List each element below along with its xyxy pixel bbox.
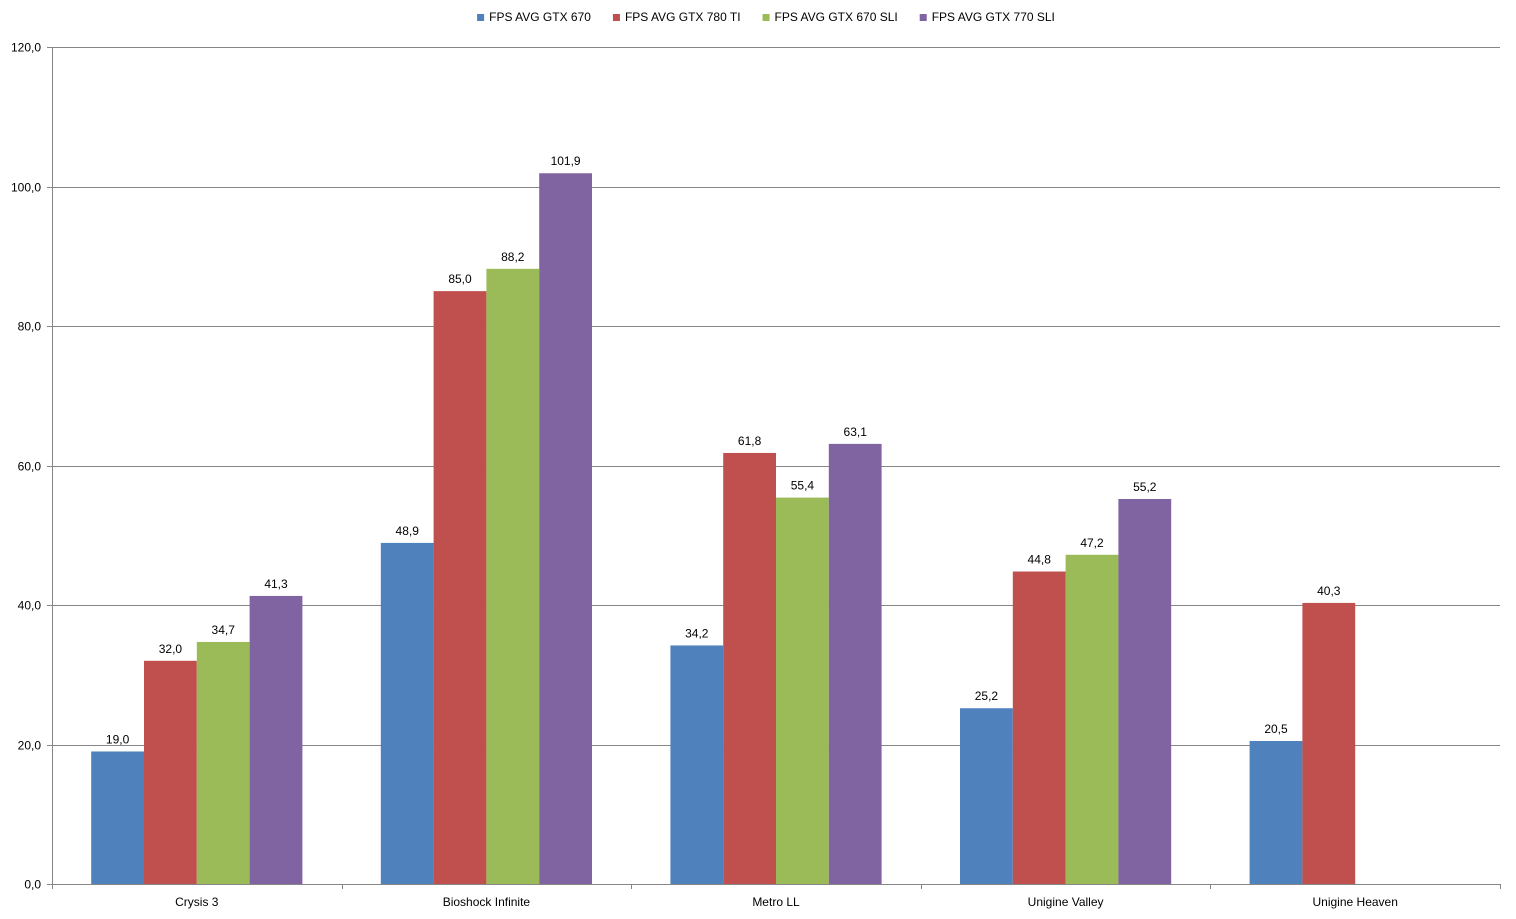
data-label: 34,7 — [212, 623, 236, 637]
x-tick-label: Metro LL — [752, 895, 800, 909]
data-label: 20,5 — [1264, 722, 1288, 736]
bar — [1118, 498, 1172, 884]
y-tick-label: 100,0 — [11, 181, 41, 195]
bar — [1302, 602, 1356, 884]
data-label: 44,8 — [1028, 553, 1052, 567]
bar — [144, 660, 197, 884]
bar — [670, 645, 724, 884]
data-label: 47,2 — [1080, 536, 1104, 550]
legend-swatch — [919, 14, 927, 21]
legend-swatch — [762, 14, 770, 21]
x-tick-label: Crysis 3 — [175, 895, 219, 909]
data-label: 55,2 — [1133, 480, 1157, 494]
bar — [539, 173, 592, 884]
bar — [486, 268, 540, 884]
data-label: 34,2 — [685, 626, 709, 640]
bar — [91, 751, 144, 884]
y-tick-label: 120,0 — [11, 41, 41, 55]
data-label: 19,0 — [106, 732, 130, 746]
bar — [776, 497, 829, 884]
y-tick-label: 20,0 — [18, 739, 42, 753]
legend-label: FPS AVG GTX 770 SLI — [932, 10, 1055, 24]
legend-label: FPS AVG GTX 670 SLI — [775, 10, 898, 24]
y-tick-label: 80,0 — [18, 320, 42, 334]
legend-entry: FPS AVG GTX 770 SLI — [919, 10, 1055, 24]
bar — [723, 452, 776, 884]
data-label: 32,0 — [159, 642, 183, 656]
y-tick-label: 60,0 — [18, 460, 42, 474]
y-tick-label: 40,0 — [18, 599, 42, 613]
data-label: 55,4 — [791, 479, 815, 493]
data-label: 25,2 — [975, 689, 999, 703]
bar — [196, 641, 250, 884]
legend-swatch — [612, 14, 620, 21]
legend-swatch — [477, 14, 485, 21]
data-label: 40,3 — [1317, 584, 1341, 598]
data-labels: 19,0 48,9 34,2 25,2 20,5 32,0 85,0 61,8 44,8 40,3… — [106, 154, 1341, 746]
bar — [960, 708, 1013, 884]
bars — [91, 173, 1356, 884]
legend: FPS AVG GTX 670 FPS AVG GTX 780 TI FPS AVG… — [477, 10, 1055, 24]
legend-label: FPS AVG GTX 670 — [489, 10, 591, 24]
data-label: 48,9 — [396, 524, 420, 538]
data-label: 88,2 — [501, 250, 525, 264]
bar — [249, 595, 303, 884]
bar — [1065, 554, 1119, 884]
x-tick-label: Bioshock Infinite — [443, 895, 531, 909]
bar — [828, 443, 882, 884]
x-tick-label: Unigine Valley — [1028, 895, 1104, 909]
legend-entry: FPS AVG GTX 670 SLI — [762, 10, 898, 24]
data-label: 41,3 — [264, 577, 288, 591]
data-label: 63,1 — [844, 425, 868, 439]
bar — [1012, 571, 1066, 884]
bar — [380, 542, 434, 884]
legend-label: FPS AVG GTX 780 TI — [625, 10, 741, 24]
legend-entry: FPS AVG GTX 670 — [477, 10, 591, 24]
bar — [433, 291, 487, 884]
bar — [1249, 741, 1303, 884]
legend-entry: FPS AVG GTX 780 TI — [612, 10, 741, 24]
x-tick-label: Unigine Heaven — [1313, 895, 1398, 909]
data-label: 85,0 — [448, 272, 472, 286]
axes: 0,0 20,0 40,0 60,0 80,0 100,0 120,0 Crysis 3 Bio… — [11, 41, 1501, 909]
data-label: 61,8 — [738, 434, 762, 448]
data-label: 101,9 — [551, 154, 581, 168]
y-tick-label: 0,0 — [24, 878, 41, 892]
